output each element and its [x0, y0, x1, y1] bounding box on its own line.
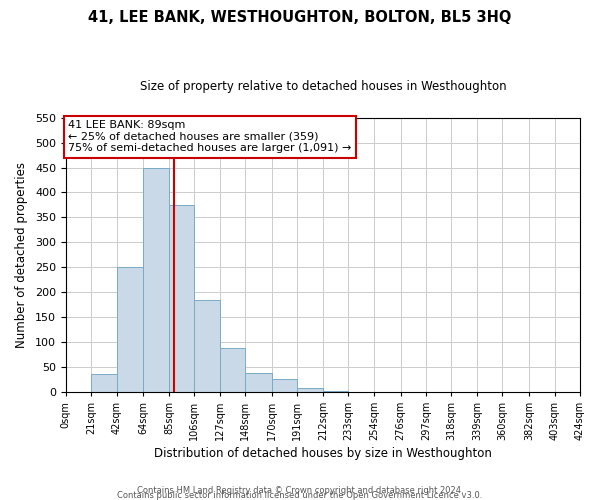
- Bar: [194, 300, 220, 392]
- Bar: [143, 168, 169, 392]
- Text: 41 LEE BANK: 89sqm
← 25% of detached houses are smaller (359)
75% of semi-detach: 41 LEE BANK: 89sqm ← 25% of detached hou…: [68, 120, 352, 154]
- Bar: [220, 348, 245, 392]
- Text: Contains public sector information licensed under the Open Government Licence v3: Contains public sector information licen…: [118, 491, 482, 500]
- Bar: [245, 372, 272, 392]
- Bar: [323, 390, 349, 392]
- Text: 41, LEE BANK, WESTHOUGHTON, BOLTON, BL5 3HQ: 41, LEE BANK, WESTHOUGHTON, BOLTON, BL5 …: [88, 10, 512, 25]
- Bar: [272, 379, 298, 392]
- X-axis label: Distribution of detached houses by size in Westhoughton: Distribution of detached houses by size …: [154, 447, 492, 460]
- Y-axis label: Number of detached properties: Number of detached properties: [15, 162, 28, 348]
- Bar: [117, 267, 143, 392]
- Bar: [169, 205, 194, 392]
- Bar: [298, 388, 323, 392]
- Bar: [91, 374, 117, 392]
- Text: Contains HM Land Registry data © Crown copyright and database right 2024.: Contains HM Land Registry data © Crown c…: [137, 486, 463, 495]
- Title: Size of property relative to detached houses in Westhoughton: Size of property relative to detached ho…: [140, 80, 506, 93]
